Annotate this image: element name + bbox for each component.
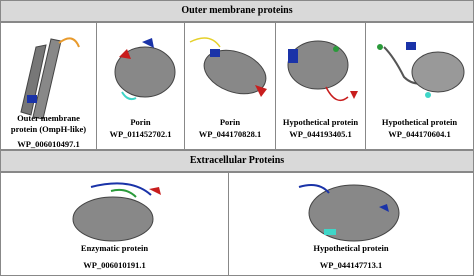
protein-name: Porin xyxy=(219,117,241,127)
section-header: Extracellular Proteins xyxy=(0,150,474,172)
protein-structure xyxy=(298,184,400,242)
protein-id: WP_044170604.1 xyxy=(388,129,451,139)
protein-id: WP_044147713.1 xyxy=(319,260,383,270)
protein-name: Hypothetical protein xyxy=(282,117,359,127)
protein-structure xyxy=(114,38,176,101)
section-header: Outer membrane proteins xyxy=(0,0,474,22)
protein-structure xyxy=(72,182,161,242)
protein-cell: Porin WP_011452702.1 xyxy=(96,22,185,150)
protein-id: WP_044170828.1 xyxy=(198,129,262,139)
protein-name: Hypothetical protein xyxy=(381,117,458,127)
protein-id: WP_011452702.1 xyxy=(109,129,172,139)
protein-cell: Porin WP_044170828.1 xyxy=(184,22,276,150)
protein-name: Porin xyxy=(130,117,151,127)
protein-cell: Enzymatic protein WP_006010191.1 xyxy=(0,172,229,276)
protein-cell: Hypothetical protein WP_044193405.1 xyxy=(275,22,366,150)
protein-cell: Hypothetical protein WP_044147713.1 xyxy=(228,172,474,276)
protein-structure xyxy=(287,40,358,102)
protein-cell: Outer membrane protein (OmpH-like) WP_00… xyxy=(0,22,97,150)
protein-structure xyxy=(20,37,80,119)
protein-name: Enzymatic protein xyxy=(80,243,149,253)
protein-id: WP_044193405.1 xyxy=(289,129,352,139)
protein-id: WP_006010497.1 xyxy=(17,139,80,149)
protein-id: WP_006010191.1 xyxy=(83,260,146,270)
protein-name: Outer membrane protein (OmpH-like) xyxy=(10,113,87,134)
protein-name: Hypothetical protein xyxy=(313,243,389,253)
protein-structure xyxy=(189,37,267,97)
protein-structure xyxy=(377,42,465,98)
protein-cell: Hypothetical protein WP_044170604.1 xyxy=(365,22,474,150)
